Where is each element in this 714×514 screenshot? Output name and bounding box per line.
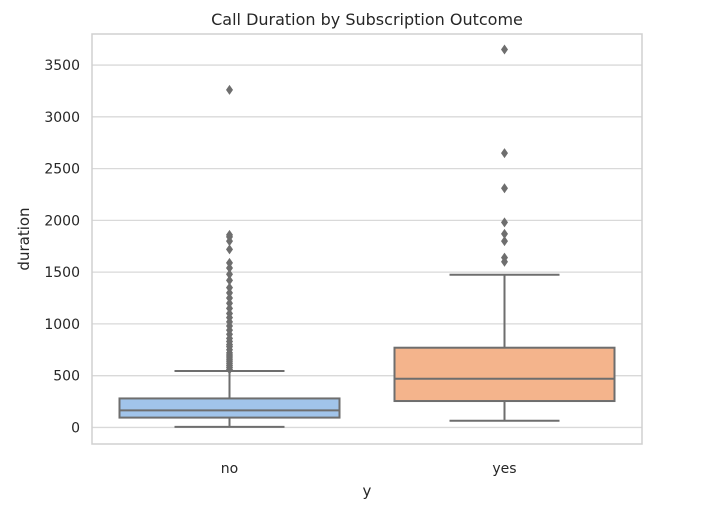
y-tick-label: 3000: [44, 110, 80, 126]
outlier-point: [501, 228, 508, 239]
outlier-point: [226, 293, 233, 304]
outlier-point: [501, 217, 508, 228]
outlier-point: [226, 308, 233, 319]
outlier-point: [226, 303, 233, 314]
outlier-point: [501, 148, 508, 159]
box-no: [118, 84, 341, 428]
outlier-point: [501, 183, 508, 194]
outlier-point: [226, 269, 233, 280]
y-tick-label: 2500: [44, 162, 80, 178]
y-tick-label: 1500: [44, 265, 80, 281]
box-yes: [393, 44, 616, 422]
outlier-point: [501, 44, 508, 55]
y-tick-label: 3500: [44, 58, 80, 74]
outlier-point: [226, 229, 233, 240]
x-tick-label: yes: [492, 461, 516, 477]
iqr-box: [118, 397, 341, 419]
y-tick-label: 1000: [44, 317, 80, 333]
y-tick-label: 500: [53, 369, 80, 385]
outlier-point: [226, 275, 233, 286]
x-axis-label: y: [363, 482, 372, 500]
box-series: [118, 44, 616, 428]
chart-title: Call Duration by Subscription Outcome: [211, 10, 523, 29]
x-tick-label: no: [221, 461, 238, 477]
x-tick-labels: no yes: [221, 461, 517, 477]
outlier-point: [226, 298, 233, 309]
outlier-point: [501, 236, 508, 247]
y-tick-label: 0: [71, 420, 80, 436]
outlier-point: [501, 252, 508, 263]
outlier-point: [226, 287, 233, 298]
outlier-point: [226, 84, 233, 95]
y-axis-label: duration: [15, 207, 33, 270]
outlier-point: [226, 262, 233, 273]
y-tick-labels: 0 500 1000 1500 2000 2500 3000 3500: [44, 58, 80, 436]
iqr-box: [393, 346, 616, 403]
y-tick-label: 2000: [44, 213, 80, 229]
outlier-point: [226, 257, 233, 268]
outlier-point: [226, 282, 233, 293]
plot-frame: [91, 33, 643, 445]
grid-lines: [92, 64, 642, 429]
outlier-point: [226, 244, 233, 255]
